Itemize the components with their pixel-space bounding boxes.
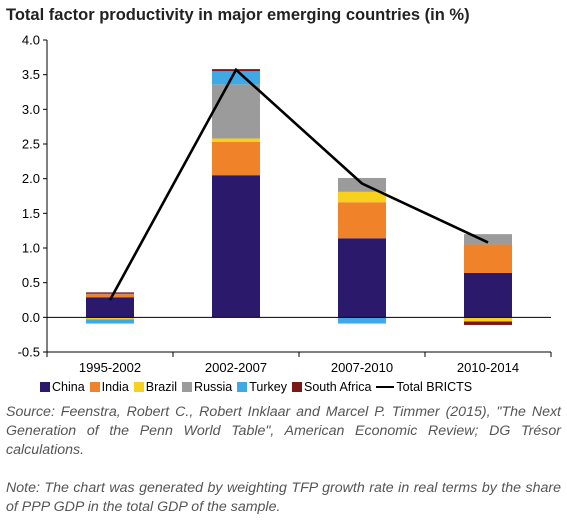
chart-plot: -0.5 0.0 0.5 1.0 1.5 2.0 2.5 3.0 3.5 4.0 1995-2002… xyxy=(18,33,552,375)
legend-label: Russia xyxy=(194,380,233,394)
legend-swatch xyxy=(182,382,193,392)
bar-china-1995-2002 xyxy=(86,297,134,318)
y-tick-label: 2.0 xyxy=(22,171,40,186)
bar-china-2002-2007 xyxy=(212,175,260,318)
y-tick-label: 3.0 xyxy=(22,102,40,117)
bar-india-2010-2014 xyxy=(464,244,512,273)
legend-item-south-africa: South Africa xyxy=(292,380,371,394)
y-tick-label: 0.5 xyxy=(22,275,40,290)
y-tick-label: 1.5 xyxy=(22,206,40,221)
legend-item-india: India xyxy=(89,380,129,394)
bar-india-1995-2002 xyxy=(86,294,134,298)
bar-brazil-2007-2010 xyxy=(338,191,386,203)
legend-item-total-bricts: Total BRICTS xyxy=(376,380,472,394)
bar-china-2010-2014 xyxy=(464,272,512,318)
y-tick-label: -0.5 xyxy=(18,345,40,360)
bar-turkey-2002-2007 xyxy=(212,71,260,85)
bar-turkey-1995-2002 xyxy=(86,319,134,324)
x-tick-label: 2010-2014 xyxy=(457,360,519,375)
y-tick-label: 2.5 xyxy=(22,137,40,152)
x-tick-label: 2007-2010 xyxy=(331,360,393,375)
y-tick-label: 4.0 xyxy=(22,33,40,48)
total-bricts-line xyxy=(108,67,489,301)
legend-label: Turkey xyxy=(249,380,288,394)
legend-item-russia: Russia xyxy=(182,380,232,394)
bar-south-africa-1995-2002 xyxy=(86,292,134,294)
legend-swatch xyxy=(40,382,50,392)
y-tick-label: 0.0 xyxy=(22,310,40,325)
bar-russia-2010-2014 xyxy=(464,234,512,245)
legend-item-china: China xyxy=(40,380,85,394)
bar-brazil-1995-2002 xyxy=(86,317,134,320)
legend-swatch xyxy=(89,382,100,392)
legend-item-turkey: Turkey xyxy=(237,380,287,394)
x-tick-label: 1995-2002 xyxy=(79,360,141,375)
legend-swatch xyxy=(237,382,248,392)
legend-label: Brazil xyxy=(145,380,178,394)
legend-item-brazil: Brazil xyxy=(133,380,178,394)
legend-label: China xyxy=(52,380,85,394)
source-note: Source: Feenstra, Robert C., Robert Inkl… xyxy=(6,404,561,458)
legend-swatch xyxy=(292,382,303,392)
legend-label: India xyxy=(101,380,129,394)
bar-brazil-2002-2007 xyxy=(212,138,260,142)
x-tick-label: 2002-2007 xyxy=(205,360,267,375)
bar-india-2007-2010 xyxy=(338,202,386,239)
bar-turkey-2007-2010 xyxy=(338,317,386,324)
y-tick-label: 3.5 xyxy=(22,67,40,82)
bar-india-2002-2007 xyxy=(212,141,260,176)
legend-line-swatch xyxy=(376,385,395,389)
bar-russia-2002-2007 xyxy=(212,84,260,139)
legend-label: Total BRICTS xyxy=(396,380,473,394)
bar-brazil-2010-2014 xyxy=(464,317,512,322)
method-note: Note: The chart was generated by weighti… xyxy=(6,480,561,515)
y-tick-label: 1.0 xyxy=(22,241,40,256)
chart-title: Total factor productivity in major emerg… xyxy=(6,6,470,24)
bar-south-africa-2010-2014 xyxy=(464,321,512,325)
chart-legend: China India Brazil Russia Turkey South Africa… xyxy=(40,380,477,394)
legend-label: South Africa xyxy=(304,380,372,394)
bar-china-2007-2010 xyxy=(338,238,386,318)
bar-russia-1995-2002 xyxy=(86,293,134,295)
legend-swatch xyxy=(133,382,144,392)
